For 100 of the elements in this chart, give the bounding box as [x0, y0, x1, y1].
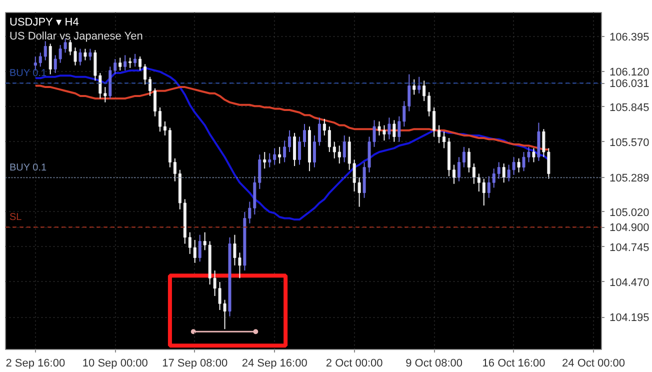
x-tick-label: 2 Oct 00:00: [326, 358, 383, 370]
candlestick: [332, 141, 336, 159]
candlestick: [342, 134, 346, 163]
x-tick-label: 17 Sep 08:00: [162, 358, 228, 370]
candlestick: [472, 162, 476, 184]
candlestick: [38, 52, 42, 68]
candlestick: [432, 106, 436, 138]
candlestick: [438, 124, 441, 144]
candlestick: [173, 158, 176, 182]
y-tick-label: 106.120: [610, 66, 650, 79]
candlestick: [118, 57, 122, 71]
candlestick: [288, 130, 292, 153]
candlestick: [258, 154, 262, 190]
candlestick: [84, 48, 87, 61]
y-tick-label: 106.031: [610, 78, 650, 90]
x-tick-label: 24 Sep 16:00: [242, 358, 308, 370]
x-tick-label: 24 Oct 00:00: [562, 358, 626, 370]
candlestick: [44, 40, 47, 61]
candlestick: [158, 106, 162, 132]
candlestick: [502, 162, 506, 184]
x-tick-label: 16 Oct 16:00: [482, 358, 546, 370]
ref-line-label: BUY 0.1: [10, 162, 47, 174]
y-tick-label: 105.289: [610, 172, 650, 185]
candlestick: [532, 148, 536, 163]
y-tick-label: 105.020: [610, 206, 650, 219]
line-series: [34, 66, 550, 221]
candlestick: [382, 124, 386, 142]
candlestick: [48, 43, 52, 75]
y-tick-label: 105.845: [610, 102, 650, 114]
candlestick: [34, 56, 37, 71]
candlestick: [358, 176, 361, 208]
candlestick: [94, 50, 97, 82]
candlestick: [283, 140, 286, 163]
y-tick-label: 104.470: [610, 276, 650, 289]
candlestick: [452, 164, 456, 184]
candlestick: [402, 100, 406, 128]
x-tick-label: 9 Oct 08:00: [406, 358, 462, 370]
candlestick: [278, 146, 282, 164]
candlestick: [352, 159, 356, 192]
candlestick: [418, 76, 421, 94]
candlestick: [198, 234, 202, 262]
candlestick: [74, 47, 77, 66]
candlestick: [188, 232, 192, 254]
y-tick-label: 105.570: [610, 136, 650, 149]
ref-line-label: SL: [10, 212, 22, 224]
candlestick: [522, 152, 526, 172]
candlestick: [398, 116, 401, 142]
candlestick: [322, 118, 326, 136]
candlestick: [457, 156, 460, 182]
candlestick: [263, 152, 266, 170]
candlestick: [78, 48, 82, 66]
candlestick: [124, 54, 127, 71]
candlestick: [392, 120, 396, 142]
candlestick: [128, 57, 132, 68]
y-tick-label: 106.395: [610, 32, 650, 44]
candlestick: [412, 78, 416, 96]
ref-line-label: BUY 0.1: [10, 68, 47, 80]
candlestick: [328, 126, 331, 153]
candlestick: [193, 239, 196, 264]
candlestick: [378, 120, 381, 136]
candlestick: [154, 88, 156, 117]
candlestick: [273, 148, 276, 166]
candlestick: [312, 134, 316, 168]
candlestick: [487, 176, 490, 198]
candlestick: [318, 117, 321, 146]
candlestick: [54, 54, 57, 74]
candlestick: [542, 128, 546, 158]
candlestick: [114, 58, 117, 75]
candlestick: [527, 146, 530, 163]
candlestick: [442, 131, 446, 149]
candlestick: [547, 148, 550, 180]
candlestick: [88, 48, 92, 61]
y-tick-label: 104.900: [610, 222, 650, 234]
text: US Dollar vs Japanese Yen: [10, 30, 143, 42]
candlestick: [482, 178, 486, 206]
y-tick-label: 104.745: [610, 242, 650, 254]
candlestick: [203, 232, 206, 251]
candlestick: [293, 132, 296, 167]
candlestick: [517, 158, 520, 173]
candlestick: [477, 173, 480, 192]
candlestick: [408, 74, 411, 112]
candlestick: [223, 299, 226, 330]
candlestick: [462, 146, 466, 168]
candlestick: [492, 168, 496, 188]
candlestick: [388, 117, 391, 140]
candlestick: [68, 39, 72, 56]
candlestick: [303, 123, 306, 148]
candlestick: [144, 64, 147, 85]
candlestick: [428, 92, 431, 117]
candlestick: [348, 136, 351, 170]
candlestick: [298, 136, 302, 166]
candlestick: [497, 162, 500, 180]
candlestick: [218, 281, 222, 311]
chart-title: USDJPY ▾ H4: [10, 16, 79, 28]
x-tick-label: 10 Sep 00:00: [82, 358, 148, 370]
candlestick: [148, 76, 152, 96]
y-tick-label: 104.195: [610, 312, 650, 324]
candlestick: [268, 152, 272, 168]
x-tick-label: 2 Sep 16:00: [6, 358, 66, 370]
candlestick: [338, 145, 341, 164]
